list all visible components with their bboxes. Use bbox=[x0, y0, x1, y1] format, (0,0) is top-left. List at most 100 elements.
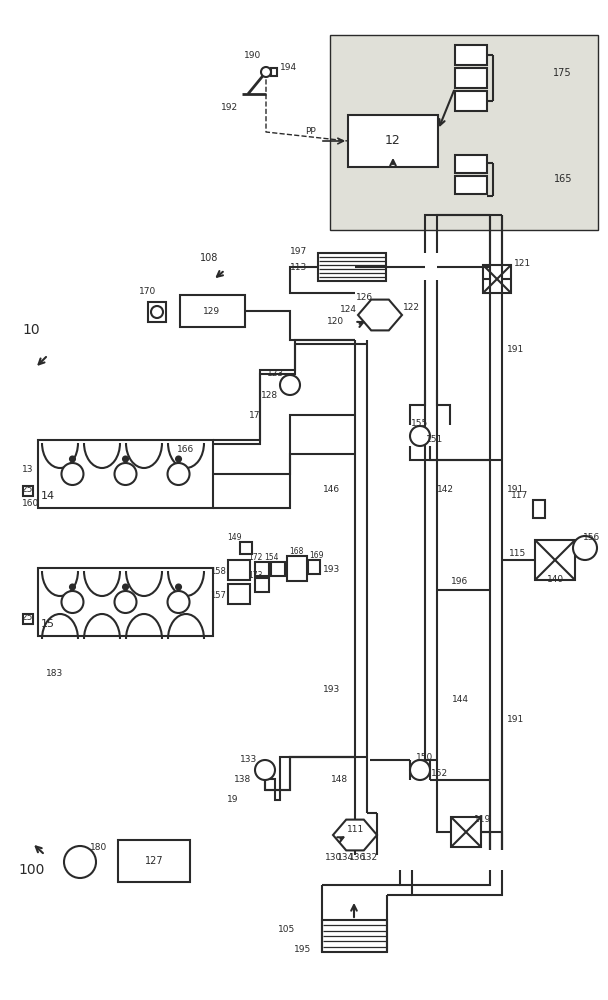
Bar bbox=[483, 265, 511, 293]
Text: 154: 154 bbox=[264, 554, 278, 562]
Bar bbox=[451, 817, 481, 847]
Circle shape bbox=[114, 463, 137, 485]
Circle shape bbox=[61, 591, 83, 613]
Text: 120: 120 bbox=[328, 318, 345, 326]
Text: 138: 138 bbox=[234, 776, 252, 784]
Polygon shape bbox=[333, 820, 377, 850]
Text: 146: 146 bbox=[323, 486, 340, 494]
Text: 149: 149 bbox=[227, 534, 241, 542]
Text: 128: 128 bbox=[261, 390, 278, 399]
Text: 14: 14 bbox=[41, 491, 55, 501]
Text: 151: 151 bbox=[426, 436, 444, 444]
Bar bbox=[287, 556, 307, 581]
Text: 25: 25 bbox=[22, 486, 33, 494]
Text: 196: 196 bbox=[451, 578, 469, 586]
Text: 111: 111 bbox=[347, 826, 365, 834]
Bar bbox=[118, 840, 190, 882]
Text: 100: 100 bbox=[18, 863, 44, 877]
Text: 173: 173 bbox=[247, 572, 262, 580]
Text: 129: 129 bbox=[204, 306, 221, 316]
Circle shape bbox=[64, 846, 96, 878]
Text: 130: 130 bbox=[325, 854, 343, 862]
Text: 194: 194 bbox=[280, 64, 297, 73]
Text: 191: 191 bbox=[507, 346, 525, 355]
Circle shape bbox=[176, 456, 181, 462]
Bar bbox=[38, 568, 213, 636]
Circle shape bbox=[168, 463, 190, 485]
Bar bbox=[271, 562, 285, 576]
Circle shape bbox=[280, 375, 300, 395]
Text: 180: 180 bbox=[90, 842, 107, 852]
Text: 115: 115 bbox=[510, 550, 527, 558]
Text: 140: 140 bbox=[547, 576, 565, 584]
Text: 175: 175 bbox=[553, 68, 572, 78]
Text: 133: 133 bbox=[240, 756, 258, 764]
Circle shape bbox=[261, 67, 271, 77]
Circle shape bbox=[151, 306, 163, 318]
Bar bbox=[148, 302, 166, 322]
Text: 134: 134 bbox=[337, 854, 354, 862]
Text: 169: 169 bbox=[309, 552, 323, 560]
Text: 190: 190 bbox=[244, 50, 261, 60]
Text: 183: 183 bbox=[46, 668, 64, 678]
Text: 197: 197 bbox=[290, 247, 307, 256]
Text: 124: 124 bbox=[339, 306, 356, 314]
Text: 150: 150 bbox=[416, 752, 434, 762]
Text: 191: 191 bbox=[507, 486, 525, 494]
Text: 117: 117 bbox=[511, 491, 528, 500]
Text: 19: 19 bbox=[227, 796, 239, 804]
Text: 165: 165 bbox=[553, 174, 572, 184]
Bar bbox=[533, 500, 545, 518]
Bar bbox=[322, 920, 387, 952]
Text: 136: 136 bbox=[350, 854, 367, 862]
Bar bbox=[455, 155, 487, 173]
Text: 170: 170 bbox=[139, 288, 157, 296]
Bar bbox=[228, 560, 250, 580]
Circle shape bbox=[168, 591, 190, 613]
Text: 122: 122 bbox=[403, 304, 420, 312]
Circle shape bbox=[70, 456, 75, 462]
Text: 155: 155 bbox=[412, 420, 429, 428]
Text: 148: 148 bbox=[331, 776, 348, 784]
Text: 144: 144 bbox=[452, 696, 469, 704]
Text: 119: 119 bbox=[474, 816, 492, 824]
Text: 193: 193 bbox=[323, 686, 340, 694]
Circle shape bbox=[410, 426, 430, 446]
Text: 17: 17 bbox=[249, 410, 261, 420]
Circle shape bbox=[410, 760, 430, 780]
Bar bbox=[308, 560, 320, 574]
Bar bbox=[228, 584, 250, 604]
Text: 195: 195 bbox=[294, 946, 311, 954]
Text: 160: 160 bbox=[22, 499, 40, 508]
Bar bbox=[455, 68, 487, 88]
Text: 156: 156 bbox=[583, 534, 601, 542]
Text: 158: 158 bbox=[210, 568, 226, 576]
Bar bbox=[455, 45, 487, 65]
Text: 105: 105 bbox=[278, 926, 295, 934]
Text: 127: 127 bbox=[145, 856, 164, 866]
Text: PP: PP bbox=[305, 126, 316, 135]
Bar bbox=[535, 540, 575, 580]
Text: 142: 142 bbox=[437, 486, 454, 494]
Bar bbox=[180, 295, 245, 327]
Text: 172: 172 bbox=[248, 554, 262, 562]
Circle shape bbox=[255, 760, 275, 780]
Circle shape bbox=[573, 536, 597, 560]
Text: 15: 15 bbox=[41, 619, 55, 629]
Text: 13: 13 bbox=[21, 466, 33, 475]
Bar bbox=[240, 542, 252, 554]
Text: 12: 12 bbox=[385, 134, 401, 147]
Text: 191: 191 bbox=[507, 716, 525, 724]
Circle shape bbox=[176, 584, 181, 589]
Bar bbox=[455, 91, 487, 111]
Text: 193: 193 bbox=[323, 566, 340, 574]
Text: 113: 113 bbox=[290, 262, 307, 271]
Bar bbox=[330, 35, 598, 230]
Circle shape bbox=[70, 584, 75, 589]
Circle shape bbox=[123, 456, 128, 462]
Bar bbox=[38, 440, 213, 508]
Bar bbox=[255, 578, 269, 592]
Text: 123: 123 bbox=[268, 369, 285, 378]
Circle shape bbox=[61, 463, 83, 485]
Text: 166: 166 bbox=[178, 446, 195, 454]
